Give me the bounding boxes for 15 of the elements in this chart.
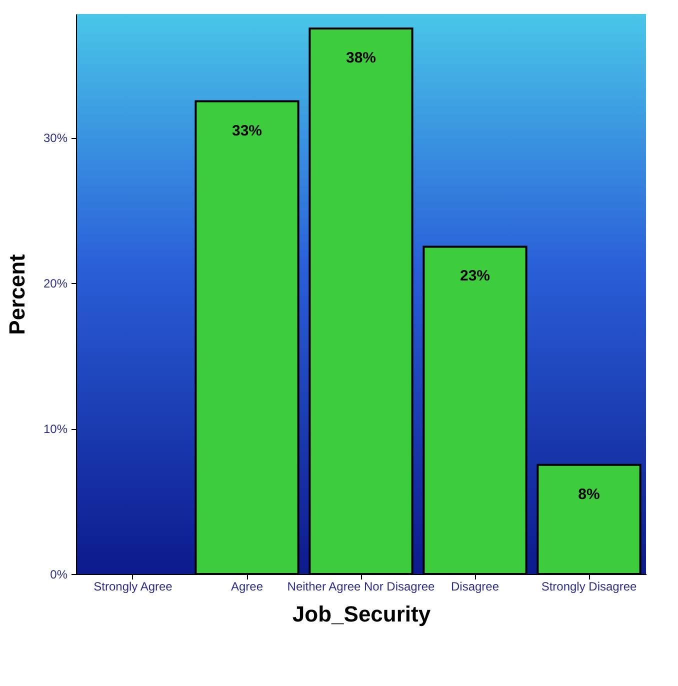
- x-axis-title: Job_Security: [292, 602, 432, 626]
- y-tick-label: 0%: [50, 568, 68, 582]
- data-label: 33%: [232, 122, 262, 140]
- y-tick-label: 20%: [43, 276, 68, 291]
- data-label: 38%: [346, 50, 376, 67]
- y-tick-label: 10%: [43, 422, 68, 436]
- x-tick-label: Strongly Disagree: [541, 580, 638, 594]
- x-tick-label: Neither Agree Nor Disagree: [287, 580, 436, 594]
- data-label: 8%: [578, 486, 600, 503]
- y-tick-label: 30%: [43, 131, 68, 146]
- data-label: 23%: [460, 268, 490, 285]
- x-tick-label: Strongly Agree: [94, 580, 173, 594]
- x-tick-label: Disagree: [450, 580, 500, 594]
- x-tick-label: Agree: [230, 580, 264, 594]
- y-axis-title: Percent: [4, 253, 30, 335]
